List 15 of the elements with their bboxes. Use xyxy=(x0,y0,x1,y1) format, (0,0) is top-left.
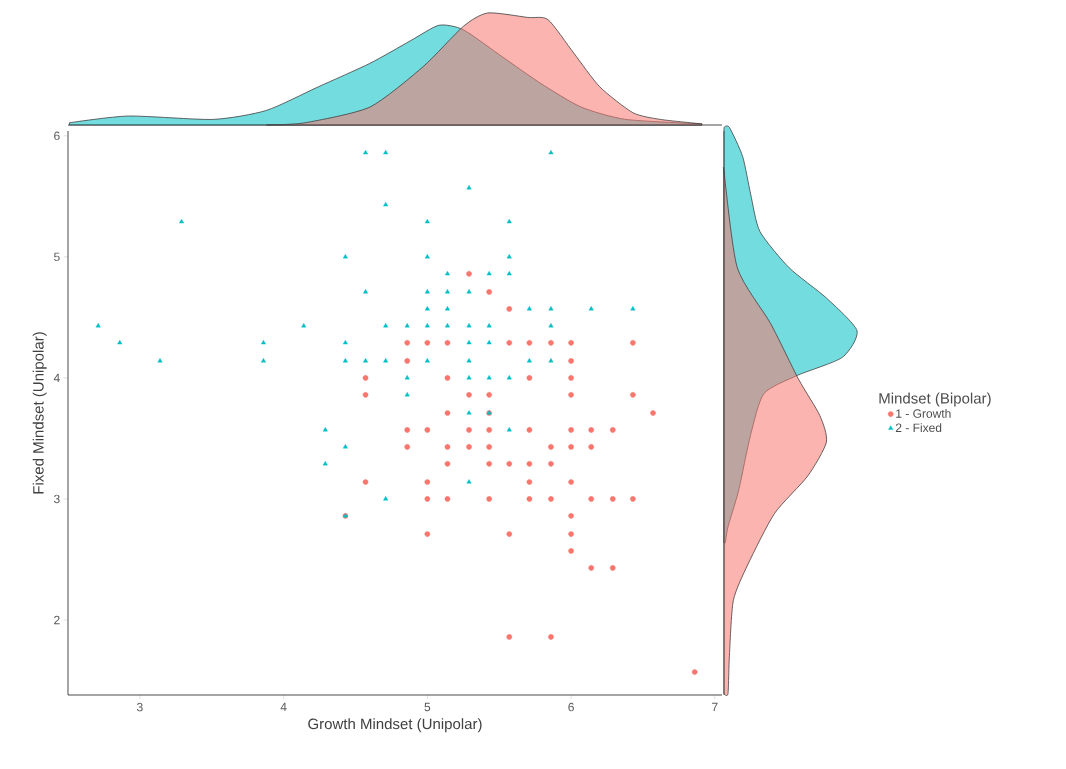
x-tick-label: 4 xyxy=(280,702,287,712)
y-tick-label: 3 xyxy=(53,494,60,504)
y-axis-title: Fixed Mindset (Unipolar) xyxy=(32,332,47,494)
x-tick-label: 3 xyxy=(136,702,143,712)
legend-label: 2 - Fixed xyxy=(895,423,942,432)
x-tick-label: 7 xyxy=(712,702,718,712)
x-axis-title: Growth Mindset (Unipolar) xyxy=(308,718,482,733)
legend-label: 1 - Growth xyxy=(896,408,951,418)
x-tick-label: 5 xyxy=(424,702,431,712)
y-tick-label: 4 xyxy=(53,373,60,383)
legend-title: Mindset (Bipolar) xyxy=(879,392,991,407)
x-tick-label: 6 xyxy=(568,702,574,712)
y-tick-label: 2 xyxy=(54,615,60,625)
y-tick-label: 5 xyxy=(54,252,60,262)
y-tick-label: 6 xyxy=(54,131,60,141)
